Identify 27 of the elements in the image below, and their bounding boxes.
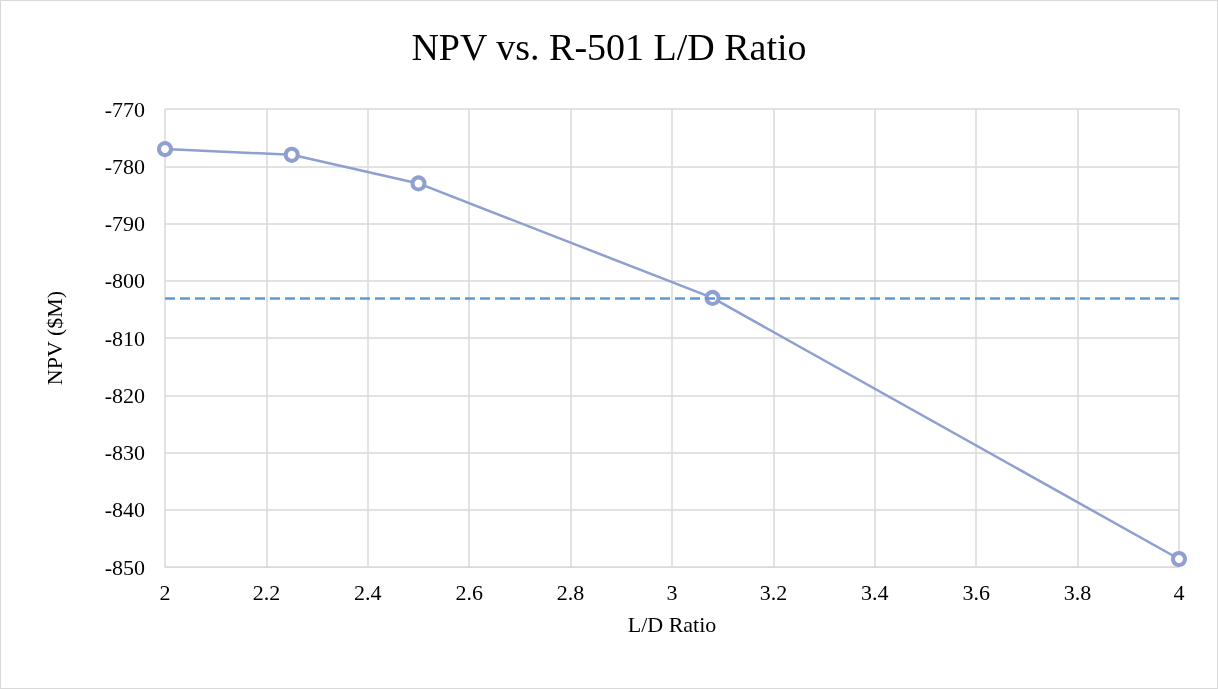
- point: [283, 146, 300, 163]
- y-tick-label: -830: [104, 440, 145, 465]
- point: [157, 141, 173, 158]
- chart-title: NPV vs. R-501 L/D Ratio: [411, 26, 807, 68]
- x-tick-label: 2.2: [252, 579, 281, 605]
- y-tick-label: -840: [104, 497, 145, 523]
- x-tick-label: 2.6: [455, 579, 483, 605]
- y-axis-title: NPV ($M): [41, 290, 67, 386]
- point: [1171, 550, 1187, 567]
- x-tick-label: 3.4: [861, 579, 889, 605]
- x-tick-label: 2.4: [354, 579, 382, 605]
- x-tick-label: 2.8: [556, 579, 585, 605]
- x-tick-label: 3.2: [759, 579, 788, 605]
- y-tick-label: -800: [104, 268, 145, 294]
- y-tick-label: -850: [104, 554, 145, 580]
- x-tick-label: 3.8: [1063, 579, 1092, 605]
- x-tick-label: 4: [1173, 579, 1185, 605]
- x-tick-label: 3.6: [962, 579, 990, 605]
- point: [410, 175, 427, 192]
- y-tick-label: -770: [104, 96, 145, 122]
- y-tick-label: -820: [104, 382, 145, 408]
- x-axis-title: L/D Ratio: [627, 611, 717, 637]
- y-tick-label: -780: [104, 153, 145, 179]
- x-tick-label: 3: [666, 579, 678, 605]
- x-tick-label: 2: [159, 579, 171, 605]
- y-tick-label: -790: [104, 211, 145, 236]
- y-tick-label: -810: [104, 325, 145, 351]
